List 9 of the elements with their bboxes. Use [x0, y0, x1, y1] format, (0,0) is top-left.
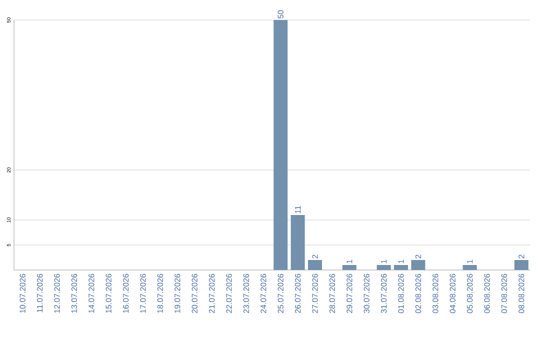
- bar: [514, 260, 528, 270]
- bar: [308, 260, 322, 270]
- bar: [274, 20, 288, 270]
- bar: [411, 260, 426, 270]
- bar: [394, 265, 408, 270]
- bar: [342, 265, 356, 270]
- bar: [290, 215, 305, 270]
- bar: [462, 265, 477, 270]
- bar: [376, 265, 391, 270]
